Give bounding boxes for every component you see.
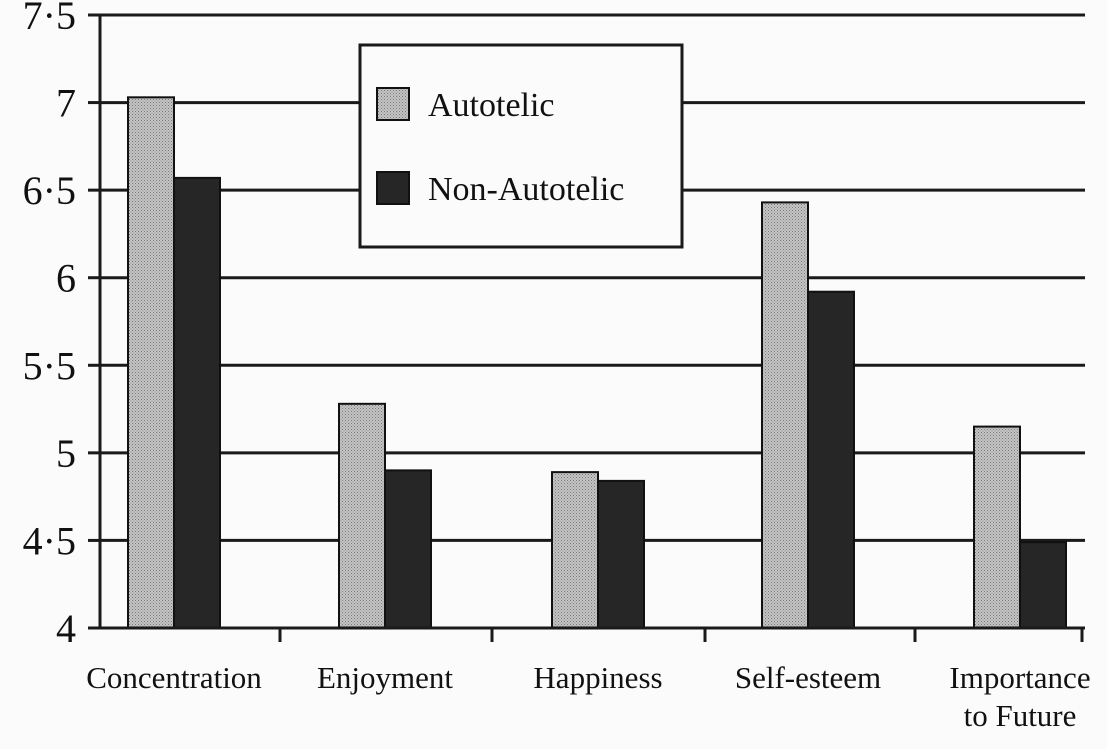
- bar-autotelic: [551, 471, 599, 629]
- y-tick-label: 7: [56, 81, 76, 126]
- legend-label: Non-Autotelic: [428, 171, 624, 208]
- x-category-label: Concentration: [86, 660, 262, 695]
- x-category-label: Importance to Future: [949, 660, 1090, 733]
- bar-non-autotelic: [384, 469, 432, 629]
- bar-non-autotelic: [1019, 541, 1067, 629]
- bar-autotelic: [761, 201, 809, 629]
- y-tick-label: 5: [56, 431, 76, 476]
- x-category-label: Happiness: [533, 660, 662, 695]
- legend-label: Autotelic: [428, 87, 555, 124]
- bars: [127, 96, 1067, 630]
- bar-non-autotelic: [807, 290, 855, 629]
- legend-swatch-autotelic: [376, 87, 410, 121]
- y-tick-label: 4: [56, 606, 76, 651]
- labels: 4 4·5 5 5·5 6 6·5 7 7·5 Concentration Enjoyment Ha…: [23, 0, 1091, 733]
- y-tick-label: 7·5: [23, 0, 76, 38]
- y-tick-label: 5·5: [23, 343, 76, 388]
- y-tick-label: 4·5: [23, 518, 76, 563]
- legend-swatch-non-autotelic: [376, 171, 410, 205]
- y-tick-label: 6: [56, 256, 76, 301]
- bar-non-autotelic: [597, 479, 645, 629]
- bar-autotelic: [127, 96, 175, 630]
- legend: Autotelic Non-Autotelic: [358, 43, 684, 249]
- legend-box: [358, 43, 684, 249]
- x-category-label: Enjoyment: [317, 660, 453, 695]
- y-tick-label: 6·5: [23, 168, 76, 213]
- axes: [88, 13, 1085, 642]
- bar-non-autotelic: [173, 176, 221, 630]
- bar-autotelic: [973, 425, 1021, 630]
- bar-autotelic: [338, 402, 386, 629]
- x-category-label: Self-esteem: [735, 660, 881, 695]
